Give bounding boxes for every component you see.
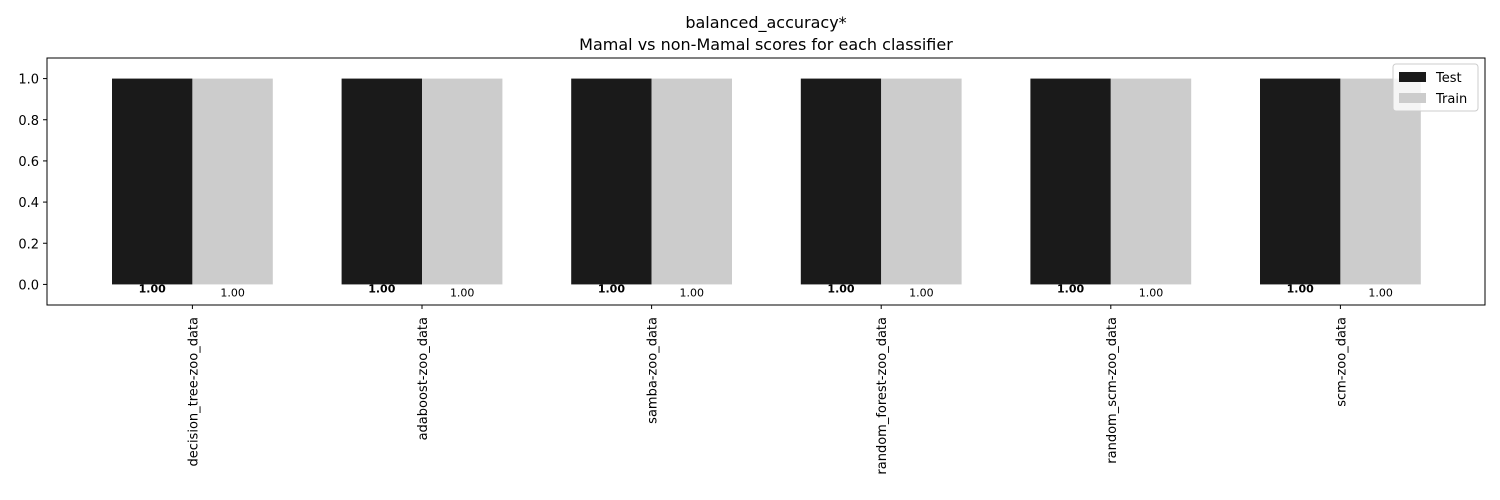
data-label-train: 1.00 <box>1139 286 1164 299</box>
data-labels: 1.00 1.00 1.00 1.00 1.00 1.00 1.00 1.00 1.00 1.00… <box>139 282 1393 299</box>
x-tick-label: decision_tree-zoo_data <box>186 317 201 466</box>
bar-train <box>881 78 962 285</box>
x-tick-label: adaboost-zoo_data <box>416 317 431 440</box>
data-label-test: 1.00 <box>368 282 395 295</box>
legend: Test Train <box>1392 63 1479 112</box>
bar-test <box>1260 78 1341 285</box>
y-axis: 0.0 0.2 0.4 0.6 0.8 1.0 <box>18 73 47 293</box>
data-label-train: 1.00 <box>909 286 934 299</box>
y-tick-label: 0.6 <box>18 155 39 170</box>
data-label-train: 1.00 <box>680 286 705 299</box>
data-label-test: 1.00 <box>1287 282 1314 295</box>
plot-frame <box>46 57 1486 306</box>
bar-test <box>341 78 422 285</box>
bar-train <box>1110 78 1192 285</box>
bar-test <box>571 78 652 285</box>
data-label-test: 1.00 <box>827 282 854 295</box>
legend-label-train: Train <box>1435 92 1467 107</box>
data-label-train: 1.00 <box>1368 286 1393 299</box>
data-label-test: 1.00 <box>139 282 166 295</box>
bar-train <box>1340 78 1421 285</box>
y-tick-label: 0.8 <box>18 114 39 129</box>
bar-test <box>112 78 193 285</box>
bar-train <box>192 78 273 285</box>
x-axis: decision_tree-zoo_data adaboost-zoo_data s… <box>186 305 1349 475</box>
y-tick-label: 1.0 <box>18 73 39 88</box>
bar-test <box>800 78 882 285</box>
chart-title: balanced_accuracy* <box>685 13 846 33</box>
plot-area <box>112 78 1421 285</box>
data-label-train: 1.00 <box>450 286 475 299</box>
legend-label-test: Test <box>1435 71 1462 86</box>
data-label-test: 1.00 <box>598 282 625 295</box>
bar-train <box>422 78 503 285</box>
y-tick-label: 0.4 <box>18 196 39 211</box>
x-tick-label: scm-zoo_data <box>1334 317 1349 407</box>
bar-train <box>651 78 732 285</box>
chart-subtitle: Mamal vs non-Mamal scores for each class… <box>579 35 953 54</box>
y-tick-label: 0.0 <box>18 278 39 293</box>
x-tick-label: random_scm-zoo_data <box>1105 317 1120 464</box>
legend-swatch-train <box>1399 93 1426 103</box>
x-tick-label: random_forest-zoo_data <box>875 317 890 475</box>
legend-swatch-test <box>1399 72 1426 82</box>
bar-test <box>1030 78 1111 285</box>
data-label-test: 1.00 <box>1057 282 1084 295</box>
x-tick-label: samba-zoo_data <box>646 317 661 424</box>
data-label-train: 1.00 <box>220 286 245 299</box>
y-tick-label: 0.2 <box>18 237 39 252</box>
